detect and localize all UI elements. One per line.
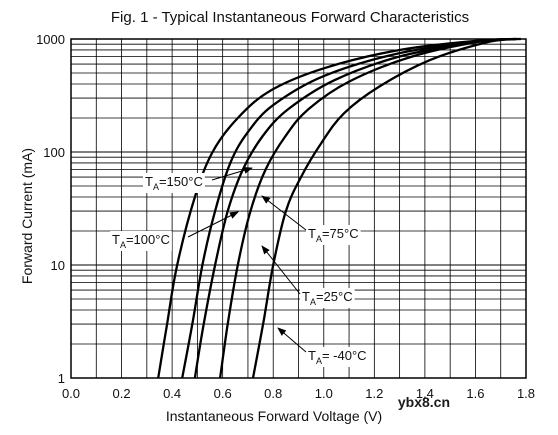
x-tick-label: 0.4	[163, 386, 181, 401]
x-tick-label: 1.8	[517, 386, 535, 401]
series-label-arrow	[187, 211, 239, 238]
series-label-text: TA=150°C	[145, 174, 203, 192]
tick-labels: 0.0 0.2 0.4 0.6 0.8 1.0 1.2 1.4 1.6 1.8 1 10 100 1000	[36, 32, 535, 401]
series-label-background	[306, 225, 361, 245]
series-curve-1	[181, 37, 516, 379]
series-label-text: TA=100°C	[112, 232, 170, 250]
x-tick-label: 0.8	[264, 386, 282, 401]
series-label-background	[143, 173, 205, 193]
series-label-arrow	[211, 166, 253, 181]
x-axis-label: Instantaneous Forward Voltage (V)	[166, 408, 382, 424]
chart-title: Fig. 1 - Typical Instantaneous Forward C…	[111, 9, 469, 26]
series-label-arrow	[277, 327, 307, 353]
series-label-3: TA=25°C	[261, 245, 355, 308]
series-label-2: TA=75°C	[261, 195, 361, 245]
series-label-background	[110, 231, 172, 251]
y-tick-label: 1	[58, 371, 65, 386]
grid	[71, 39, 526, 378]
x-tick-label: 0.0	[62, 386, 80, 401]
series-curves	[157, 37, 521, 379]
series-label-arrow	[261, 195, 307, 231]
x-tick-label: 1.4	[416, 386, 434, 401]
series-labels: TA=150°C TA=100°C TA=75°C TA=25°C TA= -40°C	[110, 166, 369, 367]
series-label-1: TA=100°C	[110, 211, 239, 251]
series-label-background	[306, 347, 369, 367]
series-label-text: TA=75°C	[308, 226, 359, 244]
series-label-text: TA= -40°C	[308, 348, 367, 366]
series-curve-4	[251, 37, 517, 379]
y-axis-label: Forward Current (mA)	[19, 148, 35, 284]
x-tick-label: 1.2	[365, 386, 383, 401]
x-tick-label: 1.6	[466, 386, 484, 401]
x-tick-label: 0.6	[214, 386, 232, 401]
series-label-arrow	[261, 245, 301, 295]
series-curve-2	[193, 37, 514, 379]
watermark: ybx8.cn	[397, 394, 450, 410]
y-tick-label: 100	[43, 145, 65, 160]
x-tick-label: 0.2	[113, 386, 131, 401]
plot-frame	[70, 38, 527, 379]
x-tick-label: 1.0	[315, 386, 333, 401]
y-tick-label: 10	[51, 258, 65, 273]
series-curve-3	[218, 37, 516, 379]
series-label-0: TA=150°C	[143, 166, 253, 193]
series-label-4: TA= -40°C	[277, 327, 369, 367]
series-curve-0	[157, 37, 521, 379]
y-tick-label: 1000	[36, 32, 65, 47]
series-label-background	[300, 288, 355, 308]
series-label-text: TA=25°C	[302, 289, 353, 307]
